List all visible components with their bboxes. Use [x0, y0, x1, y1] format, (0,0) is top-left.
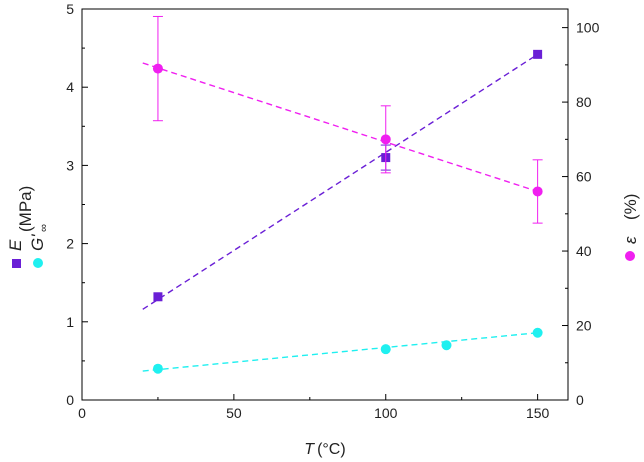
- right-y-tick-label: 20: [576, 318, 592, 334]
- ylabel-epsilon-symbol: ε: [621, 236, 640, 244]
- x-tick-label: 100: [374, 405, 398, 421]
- point-G_inf: [532, 327, 543, 338]
- legend-e-square-marker: [12, 259, 21, 268]
- series-epsilon: [142, 15, 543, 224]
- right-y-tick-label: 100: [576, 20, 600, 36]
- left-y-tick-label: 2: [66, 236, 74, 252]
- ylabel-g-symbol: G': [28, 234, 47, 251]
- ylabel-right-unit: (%): [621, 194, 640, 220]
- point-G_inf: [441, 340, 452, 351]
- legend-g-circle-marker: [33, 258, 43, 268]
- series-E: [142, 49, 543, 310]
- point-epsilon: [380, 134, 391, 145]
- right-y-tick-label: 40: [576, 243, 592, 259]
- point-E: [153, 292, 163, 302]
- right-y-tick-label: 60: [576, 169, 592, 185]
- x-tick-label: 0: [78, 405, 86, 421]
- ylabel-left-unit: (MPa): [16, 186, 35, 232]
- right-y-tick-label: 0: [576, 392, 584, 408]
- fit-line-E: [142, 53, 539, 310]
- legend-epsilon-circle-marker: [625, 251, 635, 261]
- left-y-tick-label: 3: [66, 157, 74, 173]
- left-y-tick-label: 1: [66, 314, 74, 330]
- fit-line-epsilon: [142, 62, 538, 193]
- left-y-tick-label: 0: [66, 392, 74, 408]
- right-y-axis-title: ε (%): [621, 194, 640, 261]
- x-tick-label: 150: [526, 405, 550, 421]
- right-y-tick-label: 80: [576, 94, 592, 110]
- ylabel-g-subscript: ∞: [38, 224, 50, 232]
- fit-line-G_inf: [142, 332, 538, 372]
- point-epsilon: [152, 63, 163, 74]
- left-y-tick-label: 4: [66, 79, 74, 95]
- left-y-tick-label: 5: [66, 1, 74, 17]
- chart-marks: [142, 15, 543, 374]
- left-y-axis-title: E G' ∞ (MPa): [6, 186, 50, 268]
- point-epsilon: [532, 186, 543, 197]
- x-tick-label: 50: [226, 405, 242, 421]
- point-G_inf: [152, 363, 163, 374]
- ylabel-e-symbol: E: [6, 239, 25, 251]
- series-G_inf: [142, 327, 543, 374]
- x-axis-title: T (°C): [304, 441, 345, 458]
- point-E: [533, 49, 543, 59]
- point-G_inf: [380, 344, 391, 355]
